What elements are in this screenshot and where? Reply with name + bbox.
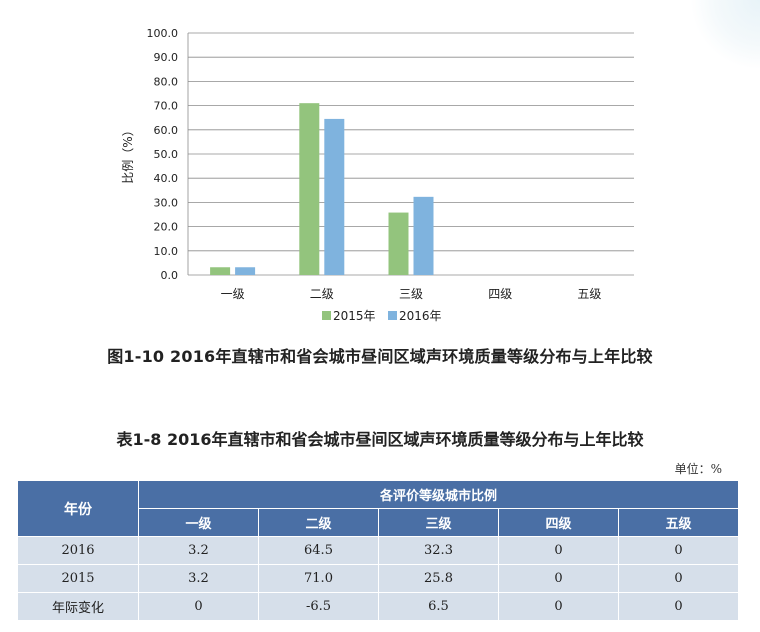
- y-tick-label: 100.0: [147, 27, 179, 40]
- y-tick-label: 20.0: [154, 221, 179, 234]
- y-tick-label: 80.0: [154, 75, 179, 88]
- table-cell: 32.3: [378, 536, 499, 565]
- row-header: 年份: [17, 480, 139, 537]
- x-tick-label: 四级: [488, 287, 512, 301]
- x-tick-label: 二级: [310, 287, 334, 301]
- legend-swatch: [388, 311, 397, 320]
- y-tick-label: 10.0: [154, 245, 179, 258]
- table-cell: -6.5: [258, 592, 379, 621]
- figure-caption: 图1-10 2016年直辖市和省会城市昼间区域声环境质量等级分布与上年比较: [107, 347, 653, 366]
- column-header: 一级: [138, 508, 259, 537]
- data-table: 年份 各评价等级城市比例 一级 二级 三级 四级 五级 2016 3.2 64.…: [17, 480, 739, 621]
- table-row: 2016 3.2 64.5 32.3 0 0: [17, 536, 739, 565]
- corner-decoration: [690, 0, 760, 70]
- y-tick-label: 30.0: [154, 196, 179, 209]
- y-tick-label: 70.0: [154, 100, 179, 113]
- table-cell: 64.5: [258, 536, 379, 565]
- table-cell: 3.2: [138, 536, 259, 565]
- table-cell: 3.2: [138, 564, 259, 593]
- y-tick-label: 40.0: [154, 172, 179, 185]
- group-header: 各评价等级城市比例: [138, 480, 739, 509]
- table-unit: 单位：%: [674, 462, 722, 476]
- table-cell: 0: [138, 592, 259, 621]
- x-tick-label: 三级: [399, 287, 423, 301]
- row-label: 年际变化: [17, 592, 139, 621]
- table-cell: 0: [618, 592, 739, 621]
- table-cell: 6.5: [378, 592, 499, 621]
- table-cell: 0: [618, 536, 739, 565]
- x-tick-label: 一级: [221, 287, 245, 301]
- table-caption: 表1-8 2016年直辖市和省会城市昼间区域声环境质量等级分布与上年比较: [116, 430, 644, 449]
- table-row: 2015 3.2 71.0 25.8 0 0: [17, 564, 739, 593]
- table-cell: 0: [618, 564, 739, 593]
- x-tick-label: 五级: [577, 287, 601, 301]
- table-cell: 0: [498, 564, 619, 593]
- bar-chart: 0.0 10.0 20.0 30.0 40.0 50.0 60.0 70.0 80.0 90.0 1…: [121, 27, 634, 323]
- bar-series-1: [299, 103, 320, 276]
- column-header: 四级: [498, 508, 619, 537]
- y-axis-label: 比例（%）: [121, 124, 135, 183]
- column-header: 二级: [258, 508, 379, 537]
- table-cell: 25.8: [378, 564, 499, 593]
- bar-series-1: [210, 267, 231, 275]
- y-tick-label: 60.0: [154, 124, 179, 137]
- row-label: 2016: [17, 536, 139, 565]
- row-label: 2015: [17, 564, 139, 593]
- bar-series-2: [235, 267, 256, 275]
- y-tick-label: 50.0: [154, 148, 179, 161]
- table-cell: 0: [498, 536, 619, 565]
- bar-series-2: [413, 196, 434, 275]
- bar-series-2: [324, 118, 345, 275]
- table-cell: 71.0: [258, 564, 379, 593]
- table-cell: 0: [498, 592, 619, 621]
- legend-label: 2015年: [333, 309, 376, 323]
- bar-series-1: [388, 212, 409, 275]
- column-header: 三级: [378, 508, 499, 537]
- table-row: 年际变化 0 -6.5 6.5 0 0: [17, 592, 739, 621]
- y-tick-label: 90.0: [154, 51, 179, 64]
- legend-label: 2016年: [399, 309, 442, 323]
- column-header: 五级: [618, 508, 739, 537]
- legend-swatch: [322, 311, 331, 320]
- y-tick-label: 0.0: [161, 269, 179, 282]
